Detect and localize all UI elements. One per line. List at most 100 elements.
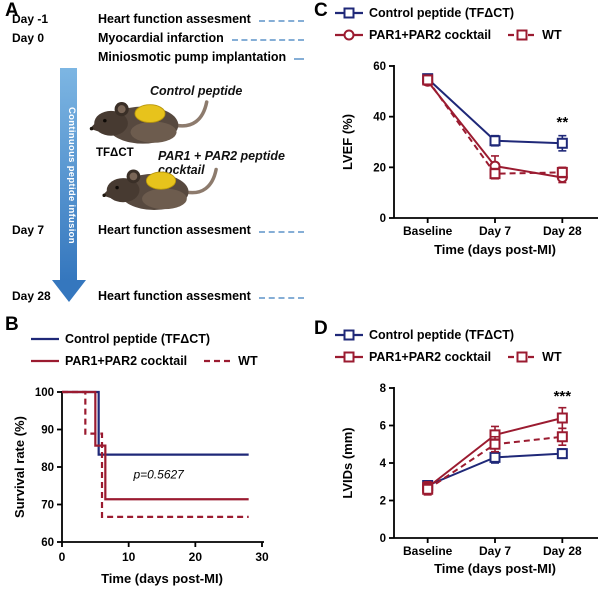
legend-row: PAR1+PAR2 cocktail WT: [334, 350, 562, 364]
svg-text:**: **: [556, 114, 568, 131]
svg-text:20: 20: [373, 162, 386, 174]
timeline-dashed-line: [231, 39, 304, 41]
svg-text:***: ***: [554, 388, 572, 405]
timeline-day-label: Day 0: [12, 31, 45, 45]
svg-text:Day 7: Day 7: [479, 224, 511, 238]
cocktail-square-marker-icon: [335, 351, 363, 363]
svg-text:0: 0: [380, 533, 386, 545]
wt-dashed-line-marker-icon: [204, 359, 233, 363]
timeline-dashed-line: [258, 20, 304, 22]
tfdct-label: TFΔCT: [96, 147, 134, 159]
wt-dashed-square-marker-icon: [508, 351, 537, 363]
legend-item-control: Control peptide (TFΔCT): [334, 6, 514, 20]
svg-text:Baseline: Baseline: [403, 544, 453, 558]
lvef-line-chart: 0 20 40 60 Baseline Day 7 Day 28 Time (days pos…: [340, 61, 598, 257]
mouse-head: [106, 178, 140, 203]
mouse-head: [94, 110, 128, 136]
svg-text:p=0.5627: p=0.5627: [132, 467, 185, 481]
mouse1-caption: Control peptide: [150, 84, 243, 98]
svg-text:10: 10: [122, 550, 136, 564]
lvids-line-chart: 0 2 4 6 8 Baseline Day 7 Day 28 Time (days post-…: [340, 383, 598, 576]
control-square-marker-icon: [335, 329, 363, 341]
timeline-row-pump: Miniosmotic pump implantation: [12, 48, 304, 65]
svg-text:Day 28: Day 28: [543, 224, 582, 238]
timeline-day-label: [12, 64, 98, 65]
timeline-dashed-line: [258, 297, 304, 299]
legend-item-cocktail: PAR1+PAR2 cocktail: [30, 354, 187, 368]
svg-text:70: 70: [41, 500, 54, 512]
cocktail-line-marker-icon: [31, 359, 59, 363]
infusion-arrow-head: [51, 280, 86, 302]
legend-label: PAR1+PAR2 cocktail: [369, 350, 492, 364]
svg-text:4: 4: [380, 458, 387, 470]
mouse-illustration-cocktail: [102, 167, 218, 210]
legend-row: Control peptide (TFΔCT): [334, 328, 562, 342]
svg-text:LVIDs (mm): LVIDs (mm): [340, 427, 355, 498]
svg-text:0: 0: [59, 550, 66, 564]
svg-text:LVEF (%): LVEF (%): [340, 114, 355, 170]
legend-label: WT: [542, 350, 562, 364]
lvef-legend: Control peptide (TFΔCT) PAR1+PAR2 cockta…: [334, 6, 562, 42]
svg-text:8: 8: [380, 383, 387, 395]
cocktail-circle-marker-icon: [335, 29, 363, 41]
pump-patch-icon: [134, 104, 166, 123]
timeline-row-day0: Day 0 Myocardial infarction: [12, 29, 304, 46]
svg-text:Day 28: Day 28: [543, 544, 582, 558]
legend-item-cocktail: PAR1+PAR2 cocktail: [334, 350, 491, 364]
timeline-event-label: Miniosmotic pump implantation: [98, 50, 287, 64]
svg-text:Time (days post-MI): Time (days post-MI): [434, 242, 556, 257]
timeline-event-label: Heart function assesment: [98, 223, 251, 237]
survival-step-chart: 60 70 80 90 100 0 10 20 30 Time (days post-MI) Sur…: [12, 387, 269, 586]
mouse-belly: [142, 188, 187, 210]
panel-b-label: B: [5, 314, 19, 335]
control-line-marker-icon: [31, 337, 59, 341]
mouse-nose: [89, 126, 94, 131]
timeline-day-label: Day -1: [12, 12, 49, 26]
timeline-dashed-line: [294, 58, 304, 60]
infusion-arrow-label: Continuous peptide infusion: [66, 106, 77, 244]
timeline-dashed-line: [258, 231, 304, 233]
pump-patch-icon: [145, 171, 177, 190]
timeline-day-label: Day 28: [12, 289, 51, 303]
svg-text:Time (days post-MI): Time (days post-MI): [101, 571, 223, 586]
legend-row: Control peptide (TFΔCT): [30, 332, 258, 346]
wt-dashed-square-marker-icon: [508, 29, 537, 41]
legend-item-control: Control peptide (TFΔCT): [30, 332, 210, 346]
legend-row: Control peptide (TFΔCT): [334, 6, 562, 20]
mouse-inner-ear: [117, 105, 126, 114]
svg-text:2: 2: [380, 496, 386, 508]
lvids-legend: Control peptide (TFΔCT) PAR1+PAR2 cockta…: [334, 328, 562, 364]
legend-label: PAR1+PAR2 cocktail: [369, 28, 492, 42]
legend-label: PAR1+PAR2 cocktail: [65, 354, 188, 368]
svg-text:60: 60: [41, 537, 54, 549]
mouse-eye: [103, 118, 107, 123]
timeline-event-label: Heart function assesment: [98, 289, 251, 303]
svg-text:20: 20: [189, 550, 203, 564]
mouse-inner-ear: [129, 172, 138, 181]
legend-label: WT: [542, 28, 562, 42]
svg-text:60: 60: [373, 61, 386, 73]
legend-item-control: Control peptide (TFΔCT): [334, 328, 514, 342]
timeline-row-day-minus1: Day -1 Heart function assesment: [12, 10, 304, 27]
infusion-arrow-shaft: [60, 68, 77, 280]
legend-row: PAR1+PAR2 cocktail WT: [30, 354, 258, 368]
svg-text:0: 0: [380, 213, 386, 225]
legend-item-wt: WT: [507, 28, 562, 42]
timeline-event-label: Heart function assesment: [98, 12, 251, 26]
mouse-tail: [173, 100, 209, 128]
mouse-illustration-control: [89, 100, 209, 144]
legend-label: Control peptide (TFΔCT): [65, 332, 211, 346]
panel-a-label: A: [5, 0, 19, 21]
svg-text:6: 6: [380, 421, 386, 433]
legend-row: PAR1+PAR2 cocktail WT: [334, 28, 562, 42]
panel-d-label: D: [314, 318, 328, 339]
mouse-tail: [183, 167, 218, 195]
panel-c-label: C: [314, 0, 328, 21]
timeline-day-label: Day 7: [12, 223, 45, 237]
control-square-marker-icon: [335, 7, 363, 19]
legend-label: WT: [238, 354, 258, 368]
legend-label: Control peptide (TFΔCT): [369, 6, 515, 20]
legend-item-cocktail: PAR1+PAR2 cocktail: [334, 28, 491, 42]
svg-text:Day 7: Day 7: [479, 544, 511, 558]
